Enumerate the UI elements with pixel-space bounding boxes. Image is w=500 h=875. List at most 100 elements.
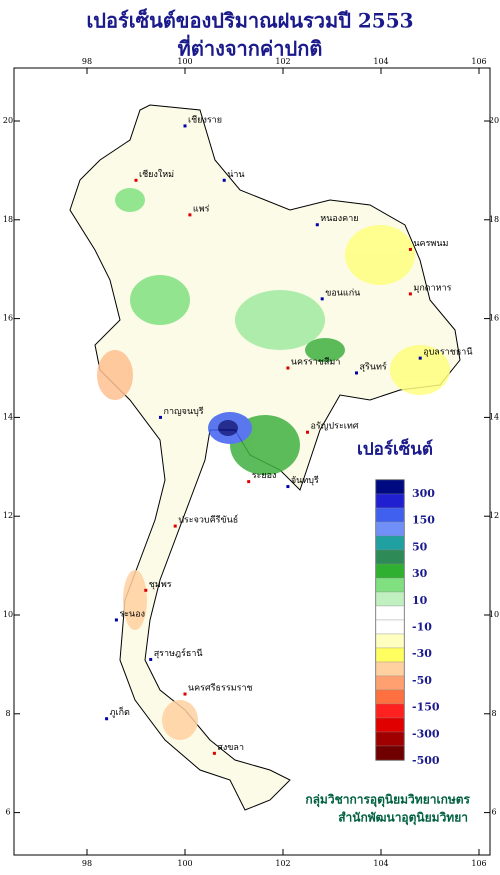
legend-swatch [375,535,405,551]
lon-label: 104 [373,57,388,66]
legend-swatch [375,479,405,495]
lon-label: 104 [373,859,388,868]
legend-swatch [375,507,405,523]
place-label: สุรินทร์ [360,360,387,372]
lat-label: 10 [3,610,13,619]
station-dot [315,223,319,227]
lat-label: 20 [489,116,499,125]
legend-swatch [375,647,405,663]
legend-swatch [375,493,405,509]
place-label: อุบลราชธานี [423,347,472,358]
legend-swatch [375,521,405,537]
legend-label: 30 [412,567,428,580]
lat-label: 12 [3,511,13,520]
station-dot [114,618,118,622]
legend-swatch [375,675,405,691]
station-dot [149,657,153,661]
lon-label: 98 [82,57,92,66]
lat-label: 14 [3,412,13,421]
legend-swatch [375,577,405,593]
station-dot [355,371,358,375]
lon-label: 106 [471,57,486,66]
legend-swatch [375,661,405,677]
lon-label: 106 [471,859,486,868]
place-label: เชียงราย [188,114,222,125]
place-label: ประจวบคีรีขันธ์ [178,514,238,526]
place-label: แพร่ [193,204,210,214]
legend-label: -500 [412,754,440,767]
lon-label: 102 [275,57,290,66]
place-label: ขอนแก่น [325,288,360,298]
station-dot [306,430,309,434]
place-label: นครศรีธรรมราช [188,683,253,694]
legend-label: -10 [412,621,432,634]
place-label: สงขลา [217,743,244,753]
station-dot [286,485,290,489]
lat-label: 16 [3,314,13,323]
station-dot [188,213,192,217]
station-dot [418,356,422,360]
legend-label: 50 [412,540,428,553]
lat-label: 20 [3,116,13,125]
station-dot [222,178,226,182]
lat-label: 6 [5,808,10,817]
rain-shading [97,188,450,740]
lat-label: 10 [489,610,499,619]
legend-swatch [375,745,405,761]
lat-label: 18 [3,215,13,224]
legend-swatch [375,591,405,607]
legend-swatch [375,563,405,579]
lat-label: 8 [5,709,10,718]
place-label: ชุมพร [149,580,172,590]
lat-label: 12 [489,511,499,520]
station-dot [320,297,324,301]
place-label: กาญจนบุรี [164,406,204,417]
station-dot [408,292,412,296]
lat-label: 16 [489,314,499,323]
lat-label: 6 [491,808,496,817]
subtitle: ที่ต่างจากค่าปกติ [178,34,323,61]
place-label: นครพนม [413,239,448,249]
lon-label: 98 [82,859,92,868]
legend-label: 300 [412,487,435,500]
place-label: นครราชสีมา [291,357,340,368]
place-label: จันทบุรี [291,475,319,486]
legend-label: 10 [412,594,428,607]
station-dot [134,178,138,182]
lat-label: 8 [491,709,496,718]
legend-swatch [375,731,405,747]
legend-label: -30 [412,647,432,660]
place-label: มุกดาหาร [413,283,451,293]
place-label: เชียงใหม่ [139,169,174,180]
legend-label: -300 [412,727,440,740]
station-dot [173,524,177,528]
station-dot [286,366,290,370]
place-label: ระนอง [119,609,145,619]
station-dot [159,415,162,419]
legend-swatch [375,689,405,705]
legend-label: -50 [412,674,432,687]
station-dot [144,588,148,592]
legend-title: เปอร์เซ็นต์ [357,437,433,460]
station-dot [183,692,187,696]
credit: สำนักพัฒนาอุตุนิยมวิทยา [338,811,468,826]
legend-swatch [375,633,405,649]
lat-label: 18 [489,215,499,224]
lon-label: 100 [177,57,192,66]
legend-label: 150 [412,514,435,527]
credit: กลุ่มวิชาการอุตุนิยมวิทยาเกษตร [305,793,470,808]
legend-swatch [375,605,405,621]
place-label: สุราษฎร์ธานี [154,647,203,659]
legend-swatch [375,717,405,733]
station-dot [408,247,412,251]
lon-label: 102 [275,859,290,868]
station-dot [212,751,216,755]
place-label: อรัญประเทศ [311,422,359,432]
title: เปอร์เซ็นต์ของปริมาณฝนรวมปี 2553 [86,8,413,33]
place-label: ภูเก็ต [110,705,130,718]
legend-swatch [375,619,405,635]
station-dot [105,717,109,721]
legend-label: -150 [412,701,440,714]
